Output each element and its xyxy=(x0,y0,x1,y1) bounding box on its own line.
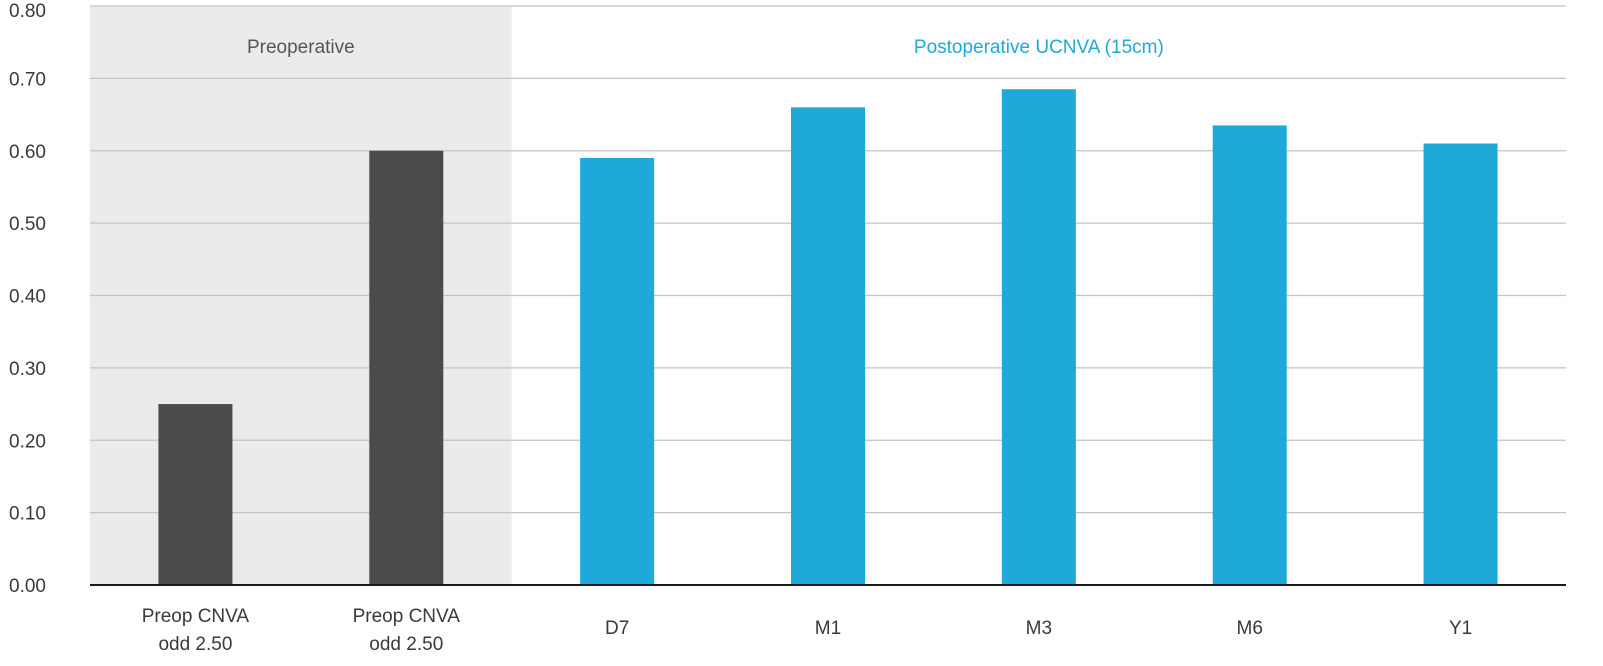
y-tick-label: 0.20 xyxy=(9,431,46,452)
y-tick-label: 0.00 xyxy=(9,576,46,597)
y-tick-label: 0.80 xyxy=(9,1,46,22)
section-label: Preoperative xyxy=(247,37,355,58)
x-tick-label: M3 xyxy=(1026,618,1052,639)
x-tick-label: M6 xyxy=(1237,618,1263,639)
bar xyxy=(158,404,233,585)
bar xyxy=(369,150,444,585)
y-tick-label: 0.60 xyxy=(9,142,46,163)
bar xyxy=(580,157,655,586)
x-tick-label: Y1 xyxy=(1449,618,1472,639)
bar xyxy=(1423,143,1498,585)
x-tick-label: D7 xyxy=(605,618,629,639)
labels: Preoperative Postoperative UCNVA (15cm) 0.… xyxy=(9,1,1472,655)
x-tick-label: Preop CNVA xyxy=(353,606,461,627)
y-tick-label: 0.70 xyxy=(9,69,46,90)
bar xyxy=(791,107,865,585)
x-tick-label: Preop CNVA xyxy=(142,606,250,627)
y-tick-label: 0.10 xyxy=(9,504,46,525)
y-tick-label: 0.40 xyxy=(9,287,46,308)
x-tick-label: M1 xyxy=(815,618,841,639)
bar xyxy=(1001,89,1076,585)
y-tick-label: 0.50 xyxy=(9,214,46,235)
bar xyxy=(1212,125,1287,585)
section-label: Postoperative UCNVA (15cm) xyxy=(914,37,1164,58)
x-tick-label: odd 2.50 xyxy=(158,634,232,655)
x-tick-label: odd 2.50 xyxy=(369,634,443,655)
bars xyxy=(158,89,1498,586)
y-tick-label: 0.30 xyxy=(9,359,46,380)
